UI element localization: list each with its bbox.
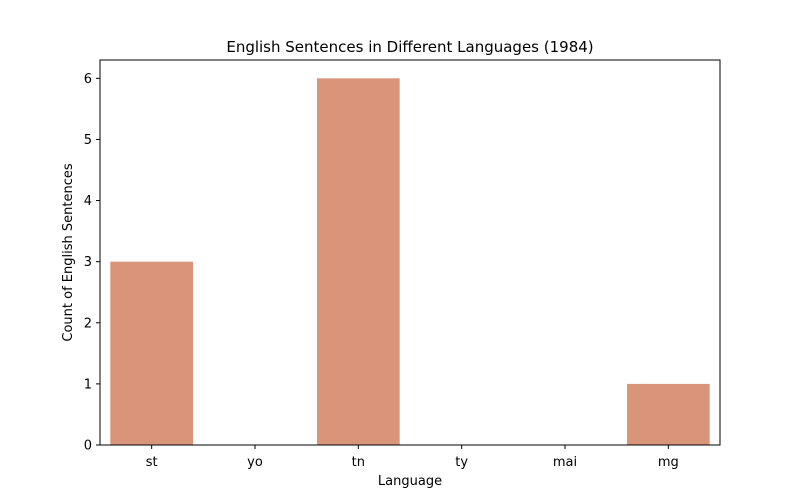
- x-tick-label: st: [146, 455, 158, 470]
- ticks-layer: st yo tn ty mai mg 0 1 2 3 4 5 6: [84, 72, 679, 470]
- x-tick-label: ty: [455, 455, 468, 470]
- y-tick-label: 4: [84, 194, 92, 209]
- x-axis-title: Language: [378, 474, 442, 489]
- y-tick-label: 1: [84, 377, 92, 392]
- y-axis-title: Count of English Sentences: [61, 163, 76, 341]
- plot-area-frame: [99, 59, 721, 446]
- y-tick-label: 6: [84, 72, 92, 87]
- x-tick-label: yo: [247, 455, 263, 470]
- chart-title: English Sentences in Different Languages…: [226, 38, 593, 56]
- x-tick-label: mai: [553, 455, 577, 470]
- bar-mg: [627, 383, 710, 445]
- bars-layer: [110, 78, 710, 445]
- y-tick-label: 5: [84, 133, 92, 148]
- bar-st: [110, 261, 193, 445]
- y-tick-label: 2: [84, 316, 92, 331]
- x-tick-label: tn: [352, 455, 365, 470]
- x-tick-label: mg: [658, 455, 679, 470]
- y-tick-label: 0: [84, 439, 92, 454]
- y-tick-label: 3: [84, 255, 92, 270]
- bar-tn: [317, 78, 400, 445]
